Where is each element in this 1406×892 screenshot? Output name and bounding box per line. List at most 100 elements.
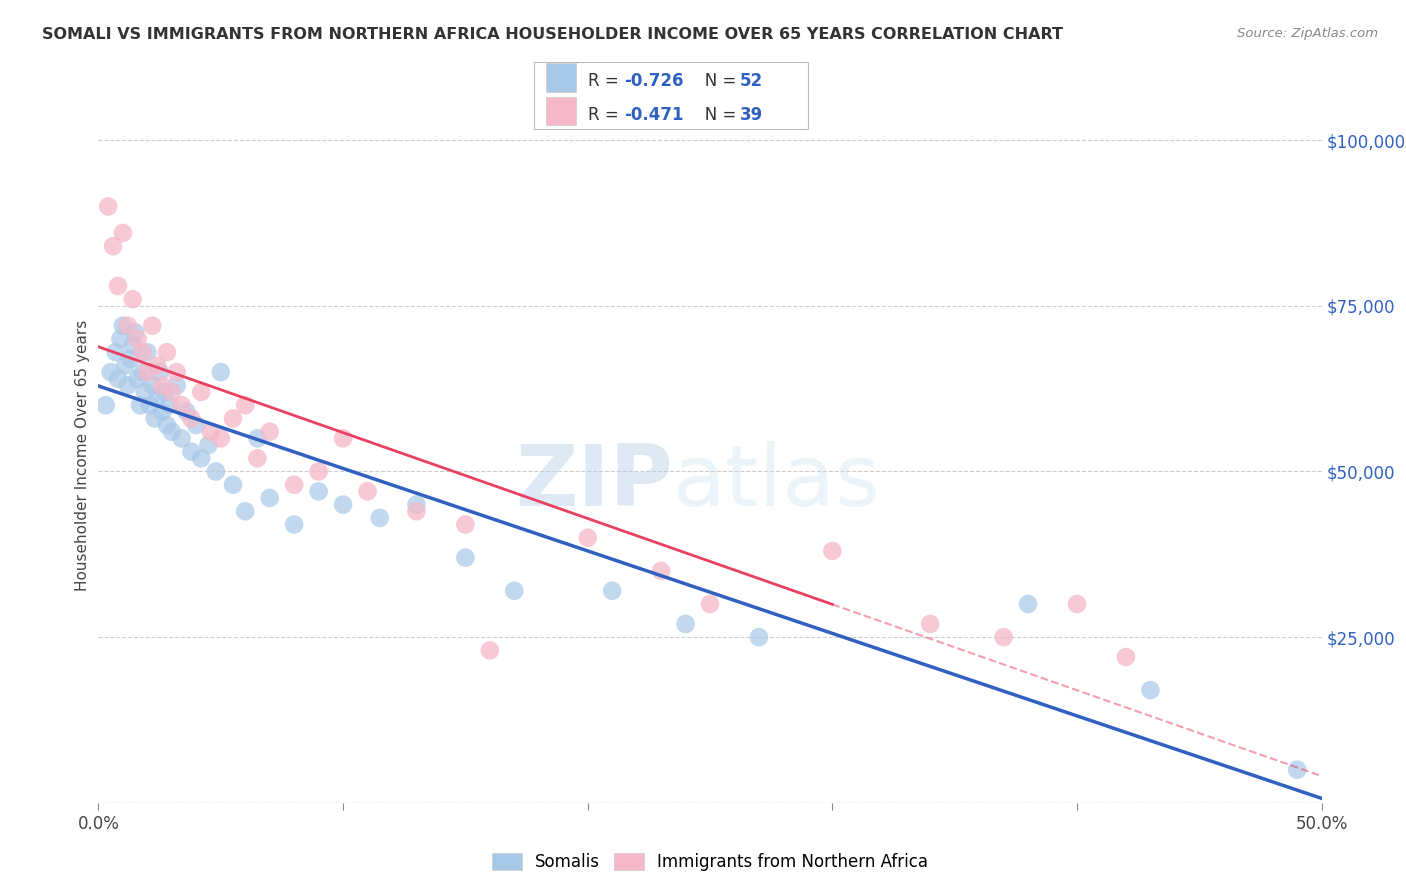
Point	[246, 451, 269, 466]
Point	[1017, 597, 1039, 611]
Y-axis label: Householder Income Over 65 years: Householder Income Over 65 years	[75, 319, 90, 591]
Point	[454, 517, 477, 532]
Point	[368, 511, 391, 525]
Point	[111, 226, 134, 240]
Point	[1115, 650, 1137, 665]
Point	[170, 431, 193, 445]
Point	[131, 345, 153, 359]
Point	[94, 398, 117, 412]
Point	[283, 477, 305, 491]
Point	[156, 345, 179, 359]
Text: -0.471: -0.471	[624, 105, 683, 124]
Point	[127, 332, 149, 346]
Point	[478, 643, 501, 657]
Point	[153, 384, 176, 399]
Point	[197, 438, 219, 452]
Point	[146, 392, 169, 406]
Point	[166, 365, 188, 379]
Point	[124, 326, 146, 340]
Point	[176, 405, 198, 419]
Point	[259, 425, 281, 439]
Point	[131, 365, 153, 379]
Point	[600, 583, 623, 598]
Point	[146, 359, 169, 373]
Point	[222, 411, 245, 425]
Point	[920, 616, 942, 631]
Text: ZIP: ZIP	[516, 442, 673, 524]
Point	[233, 398, 256, 412]
Point	[209, 365, 232, 379]
Point	[650, 564, 672, 578]
Text: -0.726: -0.726	[624, 72, 683, 90]
Point	[308, 484, 330, 499]
Point	[405, 504, 427, 518]
Point	[101, 239, 124, 253]
Point	[186, 418, 208, 433]
Point	[180, 444, 202, 458]
Point	[107, 372, 129, 386]
Text: R =: R =	[588, 105, 624, 124]
Point	[117, 318, 139, 333]
Point	[157, 398, 180, 412]
Point	[332, 498, 354, 512]
Point	[233, 504, 256, 518]
Text: R =: R =	[588, 72, 624, 90]
Point	[1286, 763, 1309, 777]
Point	[283, 517, 305, 532]
Point	[100, 365, 122, 379]
Point	[1139, 683, 1161, 698]
Point	[993, 630, 1015, 644]
Point	[222, 477, 245, 491]
Point	[308, 465, 330, 479]
Point	[748, 630, 770, 644]
Point	[246, 431, 269, 445]
Legend: Somalis, Immigrants from Northern Africa: Somalis, Immigrants from Northern Africa	[485, 847, 935, 878]
Point	[699, 597, 721, 611]
Point	[120, 351, 142, 366]
Text: N =: N =	[689, 105, 741, 124]
Point	[111, 318, 134, 333]
Point	[259, 491, 281, 505]
Point	[332, 431, 354, 445]
Point	[114, 359, 136, 373]
Point	[209, 431, 232, 445]
Point	[141, 318, 163, 333]
Point	[136, 345, 159, 359]
Point	[136, 365, 159, 379]
Text: 52: 52	[740, 72, 762, 90]
Point	[160, 425, 183, 439]
Point	[503, 583, 526, 598]
Point	[405, 498, 427, 512]
Point	[121, 292, 143, 306]
Text: N =: N =	[689, 72, 741, 90]
Point	[149, 365, 172, 379]
Point	[139, 398, 162, 412]
Point	[356, 484, 378, 499]
Point	[576, 531, 599, 545]
Point	[150, 378, 173, 392]
Point	[1066, 597, 1088, 611]
Point	[180, 411, 202, 425]
Text: SOMALI VS IMMIGRANTS FROM NORTHERN AFRICA HOUSEHOLDER INCOME OVER 65 YEARS CORRE: SOMALI VS IMMIGRANTS FROM NORTHERN AFRIC…	[42, 27, 1063, 42]
Point	[117, 378, 139, 392]
Text: atlas: atlas	[673, 442, 882, 524]
Point	[107, 279, 129, 293]
Point	[170, 398, 193, 412]
Text: Source: ZipAtlas.com: Source: ZipAtlas.com	[1237, 27, 1378, 40]
Point	[134, 384, 156, 399]
Point	[156, 418, 179, 433]
Point	[143, 411, 166, 425]
Point	[121, 338, 143, 352]
Point	[97, 199, 120, 213]
Point	[150, 405, 173, 419]
Point	[454, 550, 477, 565]
Point	[675, 616, 697, 631]
Point	[190, 451, 212, 466]
Point	[110, 332, 132, 346]
Point	[205, 465, 228, 479]
Point	[129, 398, 152, 412]
Text: 39: 39	[740, 105, 763, 124]
Point	[200, 425, 222, 439]
Point	[821, 544, 844, 558]
Point	[166, 378, 188, 392]
